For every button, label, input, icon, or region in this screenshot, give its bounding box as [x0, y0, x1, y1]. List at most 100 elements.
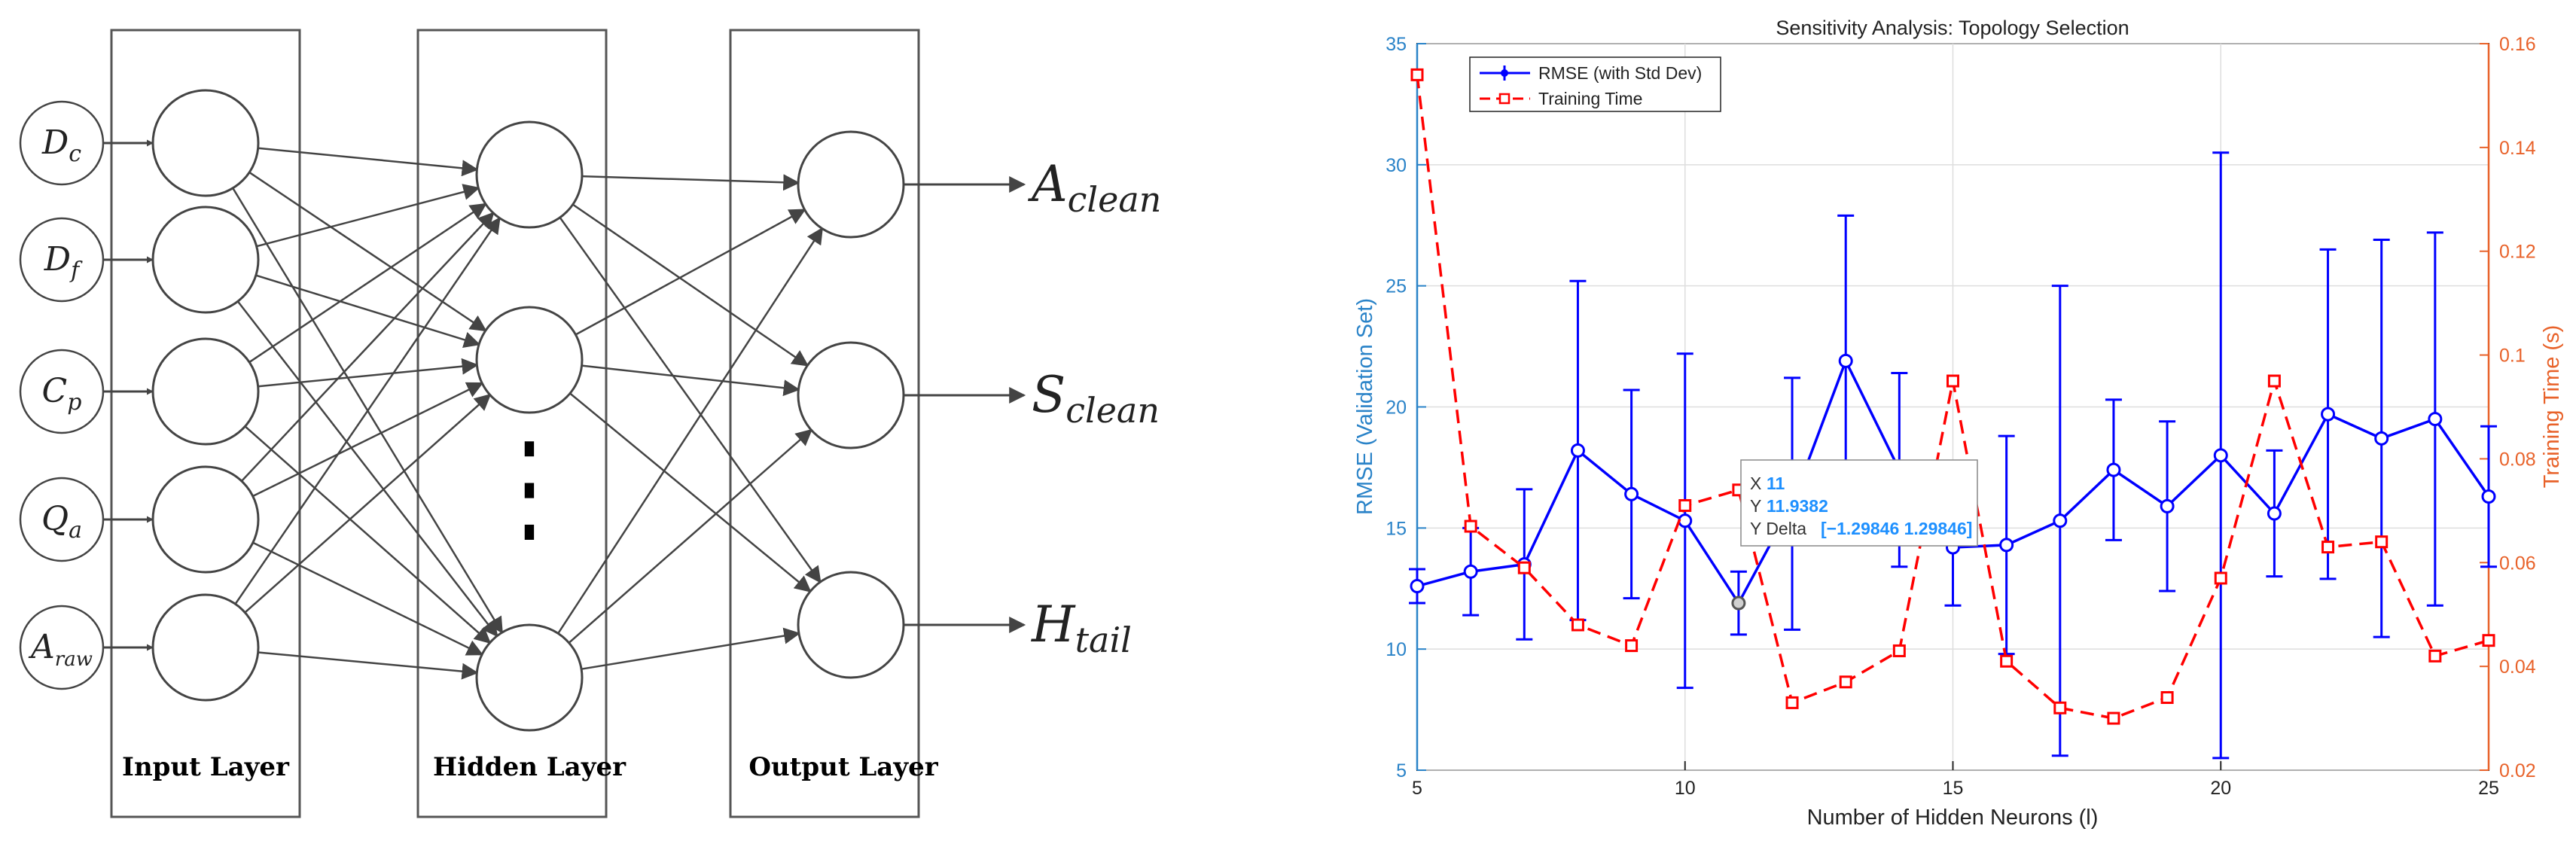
rmse-point[interactable]: [1410, 579, 1425, 594]
y-right-tick-label: 0.16: [2499, 34, 2536, 55]
x-tick-label: 10: [1675, 778, 1696, 799]
output-node: [797, 571, 905, 679]
y-right-tick-label: 0.06: [2499, 553, 2536, 574]
datatip-x-value: 11: [1767, 474, 1785, 493]
rmse-point[interactable]: [2321, 407, 2336, 422]
y-left-tick-label: 25: [1386, 276, 1407, 297]
hidden-node: [475, 306, 584, 414]
training-time-point[interactable]: [1785, 696, 1799, 709]
series-training-time: [1410, 68, 2495, 725]
training-time-point[interactable]: [1839, 675, 1852, 689]
input-layer-label: Input Layer: [122, 752, 290, 782]
output-variable-label: Htail: [1031, 596, 1132, 660]
sensitivity-chart: 5 10 15 20 25 5 10 15 20 25 30 35 0.02 0.04 0.06 0.08 0.…: [1353, 17, 2564, 830]
connection-line: [236, 300, 498, 638]
training-time-point[interactable]: [1678, 498, 1692, 512]
datatip-y-value: 11.9382: [1767, 496, 1828, 516]
connection-line: [248, 171, 487, 332]
rmse-point[interactable]: [1463, 564, 1478, 579]
hidden-layer-ellipsis: ⋮: [484, 416, 575, 558]
training-time-point[interactable]: [2321, 541, 2335, 554]
training-time-point[interactable]: [2375, 535, 2389, 549]
output-node: [797, 130, 905, 239]
input-variable-node: [19, 217, 105, 303]
rmse-point[interactable]: [2267, 506, 2282, 521]
y-left-tick-label: 35: [1386, 34, 1407, 55]
input-node: [151, 337, 260, 446]
input-variable-label: Dc: [41, 123, 81, 167]
training-time-point[interactable]: [1410, 68, 1424, 81]
rmse-point[interactable]: [2160, 498, 2175, 513]
connection-line: [572, 203, 809, 367]
input-variable-node: [19, 605, 105, 690]
input-variable-label: Qa: [41, 500, 82, 544]
y-right-tick-label: 0.08: [2499, 449, 2536, 470]
x-tick-label: 20: [2210, 778, 2231, 799]
input-variable-node: [19, 349, 105, 434]
y-right-tick-label: 0.1: [2499, 346, 2526, 367]
datatip[interactable]: X 11 Y 11.9382 Y Delta [−1.29846 1.29846…: [1740, 459, 1978, 547]
training-time-point[interactable]: [1517, 561, 1531, 574]
y-right-tick-label: 0.04: [2499, 657, 2536, 678]
input-node: [151, 206, 260, 314]
connection-line: [258, 358, 479, 388]
training-time-point[interactable]: [2428, 649, 2442, 663]
output-variable-label: Aclean: [1027, 155, 1161, 220]
rmse-point[interactable]: [1731, 596, 1746, 611]
connection-line: [581, 627, 801, 670]
rmse-point[interactable]: [2053, 513, 2068, 529]
training-time-point[interactable]: [2000, 654, 2014, 668]
input-variable-node: [19, 100, 105, 186]
training-time-point[interactable]: [2214, 571, 2227, 585]
rmse-point[interactable]: [2481, 489, 2496, 504]
legend-box: [1469, 56, 1721, 112]
training-time-point[interactable]: [2053, 701, 2067, 714]
hidden-layer-label: Hidden Layer: [433, 752, 626, 782]
input-variable-label: Cp: [42, 372, 82, 416]
training-time-point[interactable]: [2107, 711, 2120, 725]
output-layer-box: [729, 29, 920, 818]
rmse-point[interactable]: [2106, 462, 2121, 477]
connection-line: [559, 217, 822, 583]
connection-line: [581, 174, 800, 191]
connection-line: [234, 216, 501, 605]
rmse-point[interactable]: [1678, 513, 1693, 529]
legend-rmse-marker: [1501, 69, 1508, 77]
training-time-point[interactable]: [1946, 374, 1959, 388]
connection-line: [252, 541, 484, 656]
connection-line: [258, 147, 479, 177]
connection-line: [581, 364, 800, 397]
training-time-point[interactable]: [2482, 634, 2495, 647]
x-tick-label: 25: [2478, 778, 2499, 799]
input-variable-node: [19, 477, 105, 562]
connection-line: [248, 203, 487, 364]
training-time-point[interactable]: [2267, 374, 2281, 388]
input-variable-label: Araw: [28, 628, 93, 671]
output-variable-label: Sclean: [1032, 366, 1160, 431]
rmse-point[interactable]: [2374, 431, 2389, 446]
rmse-point[interactable]: [2213, 448, 2228, 463]
hidden-node: [475, 120, 584, 229]
input-node: [151, 465, 260, 574]
input-node: [151, 593, 260, 702]
rmse-point[interactable]: [1999, 538, 2014, 553]
training-time-point[interactable]: [1571, 618, 1584, 632]
rmse-point[interactable]: [2428, 412, 2443, 427]
rmse-point[interactable]: [1624, 486, 1639, 501]
training-time-point[interactable]: [1625, 639, 1639, 653]
connection-line: [569, 392, 812, 593]
training-time-point[interactable]: [1892, 644, 1906, 657]
connection-line: [575, 209, 806, 336]
training-time-point[interactable]: [2160, 691, 2174, 704]
connection-line: [258, 651, 479, 680]
training-time-point[interactable]: [1464, 519, 1477, 533]
chart-title: Sensitivity Analysis: Topology Selection: [1776, 17, 2129, 39]
chart-legend: RMSE (with Std Dev) Training Time: [1469, 56, 1721, 112]
rmse-point[interactable]: [1570, 443, 1585, 458]
datatip-box: [1740, 459, 1978, 547]
network-nodes: [19, 89, 905, 732]
rmse-point[interactable]: [1838, 353, 1853, 368]
network-connections: [103, 139, 1026, 680]
y-left-tick-label: 15: [1386, 518, 1407, 539]
